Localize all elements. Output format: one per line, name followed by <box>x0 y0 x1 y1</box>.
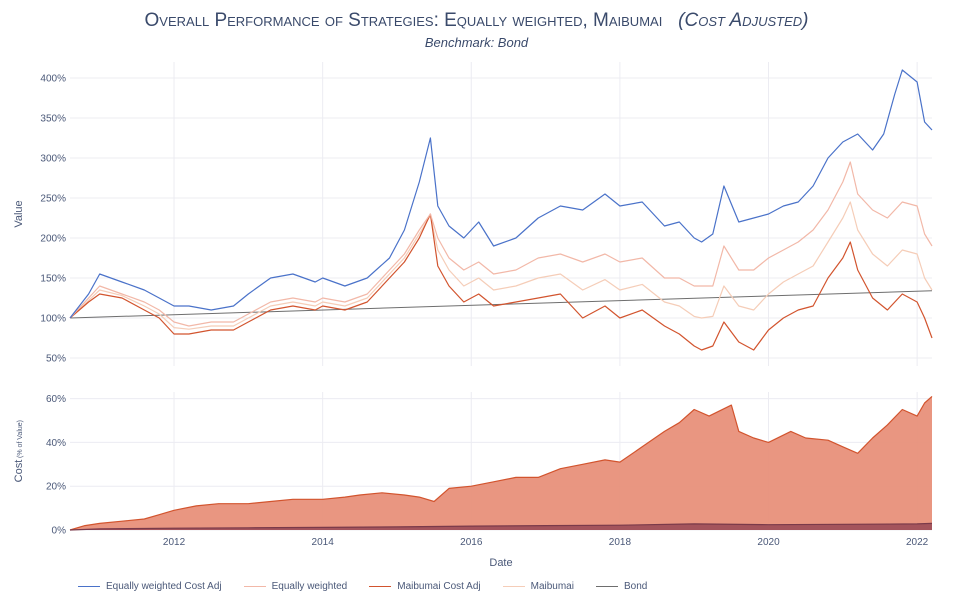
chart-title-suffix: (Cost Adjusted) <box>678 10 809 31</box>
legend-item[interactable]: Maibumai <box>502 581 574 592</box>
x-tick-label: 2022 <box>906 537 929 548</box>
legend-label: Bond <box>623 581 648 592</box>
y-tick-label: 250% <box>40 194 66 205</box>
y-tick-label: 20% <box>46 482 66 493</box>
x-tick-label: 2016 <box>460 537 483 548</box>
series-line-equally-weighted-cost-adj <box>69 522 933 531</box>
chart-title-main: Overall Performance of Strategies: Equal… <box>144 10 663 31</box>
legend-item[interactable]: Equally weighted <box>243 581 348 592</box>
legend-item[interactable]: Equally weighted Cost Adj <box>78 581 222 592</box>
legend-label: Maibumai Cost Adj <box>397 581 481 592</box>
x-tick-label: 2018 <box>609 537 632 548</box>
series-line-equally-weighted <box>69 161 933 327</box>
legend-item[interactable]: Maibumai Cost Adj <box>369 581 481 592</box>
series-line-equally-weighted-cost-adj <box>69 69 933 319</box>
chart-subtitle: Benchmark: Bond <box>424 35 529 50</box>
y-tick-label: 0% <box>52 526 67 537</box>
legend-label: Equally weighted Cost Adj <box>106 581 222 592</box>
legend-item[interactable]: Bond <box>595 581 648 592</box>
series-line-maibumai-cost-adj <box>69 395 933 531</box>
y-tick-label: 400% <box>40 74 66 85</box>
y-tick-label: 150% <box>40 274 66 285</box>
y-tick-label: 300% <box>40 154 66 165</box>
y-axis-subtitle-cost: (% of Value) <box>17 420 24 458</box>
x-tick-label: 2020 <box>757 537 780 548</box>
x-tick-label: 2014 <box>312 537 335 548</box>
legend: Equally weighted Cost Adj Equally weighte… <box>78 581 647 592</box>
y-axis-title: Value <box>13 200 25 227</box>
area-fill-equally-weighted-cost-adj <box>70 523 932 530</box>
x-tick-label: 2012 <box>163 537 186 548</box>
legend-swatch <box>595 586 618 587</box>
y-axis-title-cost: Cost <box>13 460 25 483</box>
legend-swatch <box>369 586 392 587</box>
y-tick-label: 60% <box>46 394 66 405</box>
x-axis-title: Date <box>489 557 512 569</box>
legend-label: Equally weighted <box>271 581 348 592</box>
series-line-maibumai-cost-adj <box>69 213 933 351</box>
legend-swatch <box>502 586 525 587</box>
y-tick-label: 100% <box>40 314 66 325</box>
y-tick-label: 50% <box>46 354 66 365</box>
y-tick-label: 200% <box>40 234 66 245</box>
chart-title: Overall Performance of Strategies: Equal… <box>0 10 953 32</box>
legend-swatch <box>78 586 100 587</box>
y-tick-label: 40% <box>46 438 66 449</box>
legend-swatch <box>243 586 266 587</box>
series-line-maibumai <box>69 201 933 330</box>
y-tick-label: 350% <box>40 114 66 125</box>
area-fill-maibumai-cost-adj <box>70 396 932 530</box>
legend-label: Maibumai <box>530 581 574 592</box>
